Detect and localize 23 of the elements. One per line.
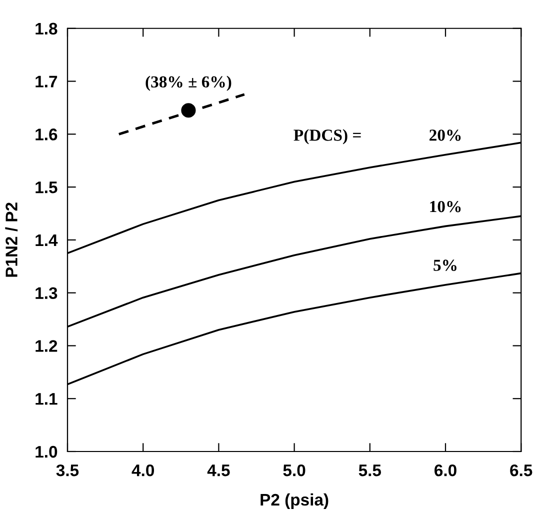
y-tick-label: 1.3 bbox=[36, 287, 58, 300]
x-tick-label: 3.5 bbox=[56, 464, 79, 476]
x-tick-label: 4.0 bbox=[132, 464, 154, 476]
y-tick-label: 1.6 bbox=[36, 128, 58, 140]
x-tick-label: 6.0 bbox=[434, 464, 456, 476]
y-tick-label: 1.4 bbox=[36, 234, 58, 246]
y-tick-label: 1.0 bbox=[36, 446, 58, 458]
x-tick-label: 6.5 bbox=[510, 464, 532, 476]
y-tick-label: 1.7 bbox=[36, 76, 58, 88]
annotation: (38% ± 6%) bbox=[146, 76, 232, 91]
y-tick-label: 1.8 bbox=[36, 22, 58, 35]
series-label: 20% bbox=[430, 130, 461, 141]
y-axis-title: P1N2 / P2 bbox=[5, 202, 18, 277]
x-tick-label: 5.0 bbox=[283, 464, 306, 476]
y-tick-label: 1.1 bbox=[36, 393, 58, 405]
x-tick-label: 4.5 bbox=[207, 464, 230, 476]
x-tick-label: 5.5 bbox=[358, 464, 382, 476]
y-tick-label: 1.5 bbox=[36, 182, 58, 194]
series-label: 10% bbox=[430, 200, 461, 212]
series-label: 5% bbox=[434, 260, 456, 271]
annotation: P(DCS) = bbox=[294, 129, 361, 144]
y-tick-label: 1.2 bbox=[36, 340, 58, 352]
x-axis-title: P2 (psia) bbox=[260, 493, 328, 509]
